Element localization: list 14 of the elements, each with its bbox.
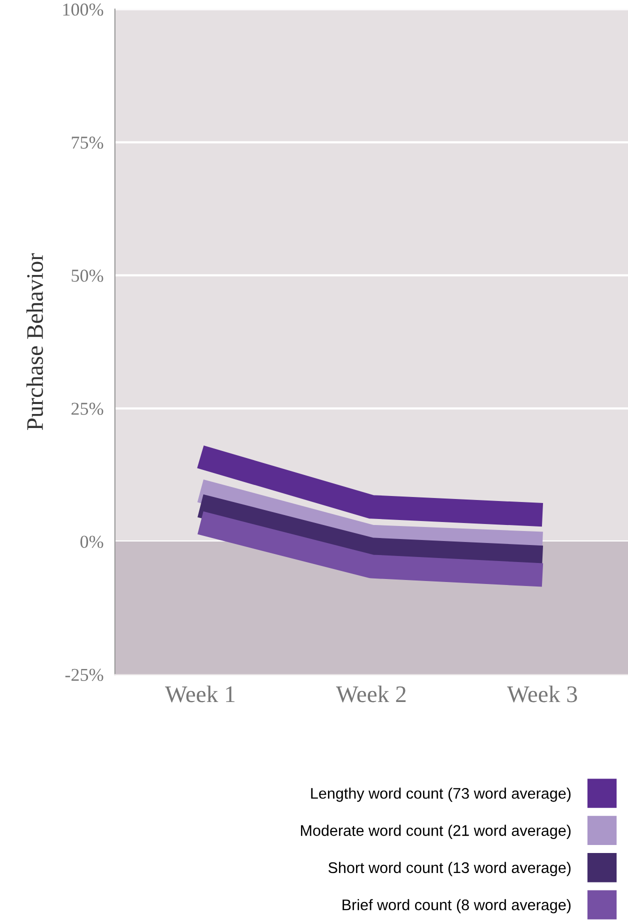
legend-label: Brief word count (8 word average) xyxy=(342,899,571,914)
y-tick-label: 75% xyxy=(72,136,104,149)
y-tick-label: 25% xyxy=(72,402,104,415)
x-tick-label: Week 1 xyxy=(165,686,234,702)
legend-label: Short word count (13 word average) xyxy=(328,862,571,876)
y-axis-title: Purchase Behavior xyxy=(26,253,44,430)
x-tick-label: Week 3 xyxy=(507,686,577,702)
y-tick-label: 50% xyxy=(72,270,104,282)
y-tick-label: 0% xyxy=(80,536,104,548)
legend-label: Moderate word count (21 word average) xyxy=(301,824,571,839)
legend-label: Lengthy word count (73 word average) xyxy=(311,788,571,802)
y-tick-label: -25% xyxy=(65,668,104,682)
y-tick-label: 100% xyxy=(63,3,104,16)
x-tick-label: Week 2 xyxy=(336,686,406,702)
